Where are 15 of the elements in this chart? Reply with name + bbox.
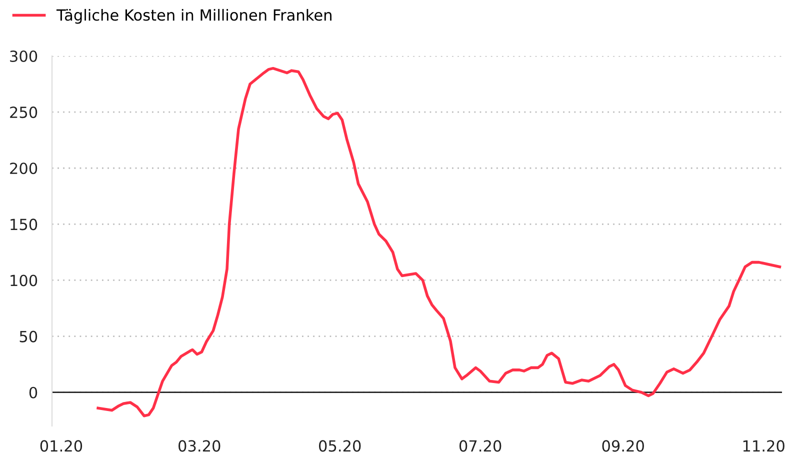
y-tick-label: 250: [10, 106, 38, 118]
legend-label: Tägliche Kosten in Millionen Franken: [56, 8, 332, 24]
line-series: [96, 66, 782, 418]
x-tick-label: 05.20: [318, 440, 361, 452]
y-tick-label: 200: [10, 162, 38, 174]
x-tick-label: 11.20: [743, 440, 784, 452]
y-tick-label: 100: [10, 274, 38, 286]
x-tick-label: 09.20: [602, 440, 644, 452]
y-tick-label: 50: [20, 330, 38, 342]
y-tick-label: 300: [10, 50, 38, 62]
y-tick-label: 150: [10, 218, 38, 230]
x-tick-label: 01.20: [40, 440, 82, 452]
y-tick-label: 0: [29, 386, 38, 398]
x-tick-label: 07.20: [459, 440, 502, 452]
x-tick-label: 03.20: [178, 440, 220, 452]
